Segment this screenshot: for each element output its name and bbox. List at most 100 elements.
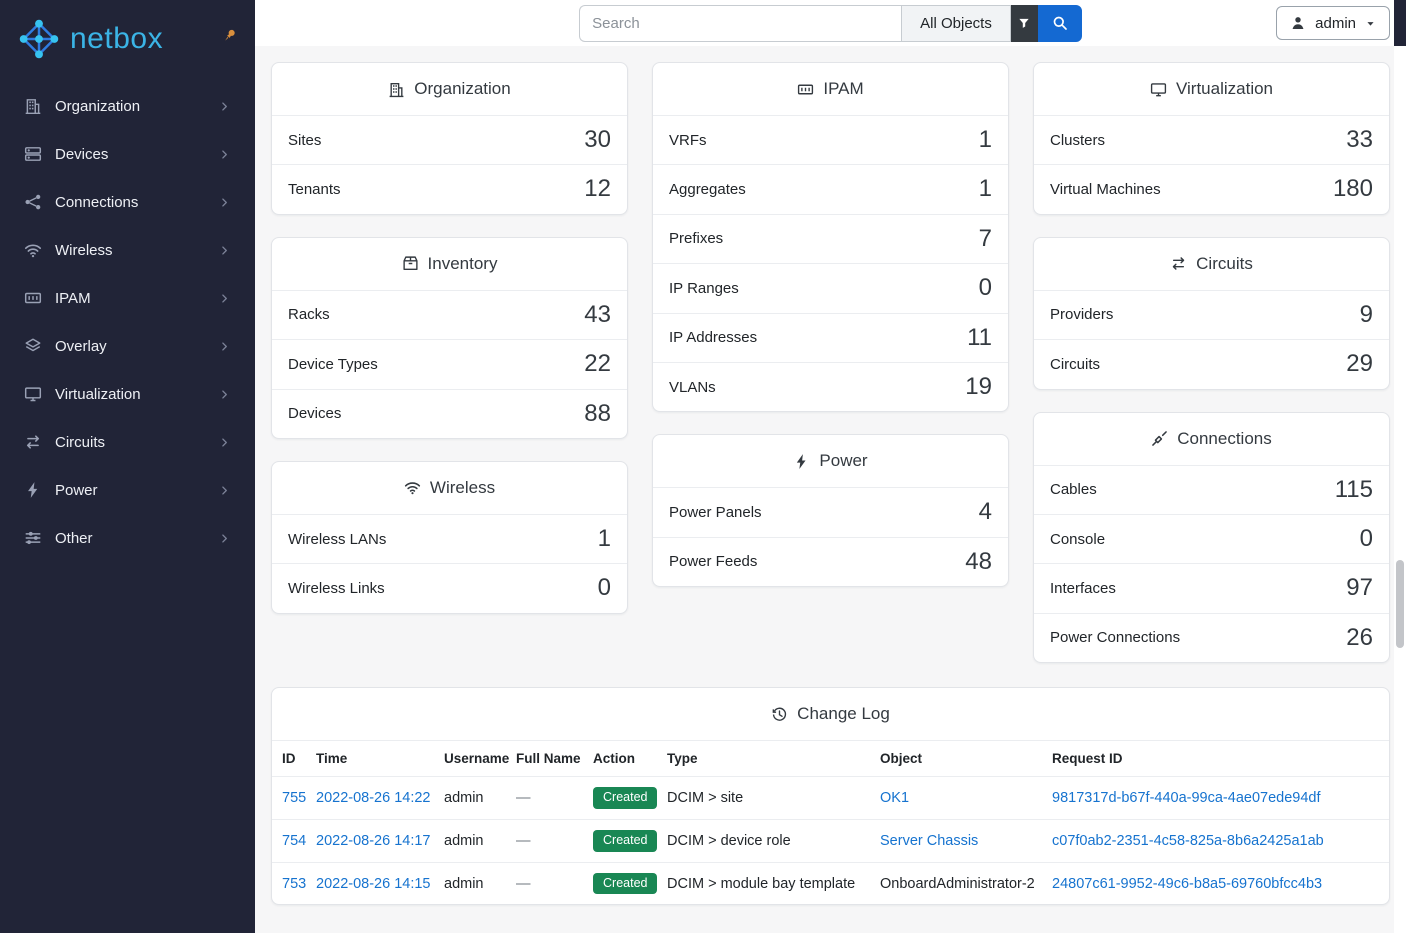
sidebar-item-wireless[interactable]: Wireless <box>12 228 243 272</box>
sidebar-item-connections[interactable]: Connections <box>12 180 243 224</box>
changelog-row: 754 2022-08-26 14:17 admin — Created DCIM > d… <box>272 818 1389 863</box>
monitor-icon <box>1150 81 1167 98</box>
card-title-text: Virtualization <box>1175 79 1274 98</box>
card-title: Connections <box>1034 413 1389 465</box>
sidebar-pin-button[interactable] <box>218 24 241 50</box>
cell-action: Created <box>583 818 657 863</box>
cell-object: Server Chassis <box>870 818 1042 863</box>
stat-value: 48 <box>965 547 992 575</box>
stat-link-cables[interactable]: Cables <box>1050 481 1097 499</box>
content: Organization Sites 30 Tenants 12 Inventory Rac… <box>255 46 1406 933</box>
stat-link-vrfs[interactable]: VRFs <box>669 131 707 149</box>
cell-username: admin <box>434 776 506 820</box>
scrollbar-thumb[interactable] <box>1396 560 1404 648</box>
sidebar-item-power[interactable]: Power <box>12 468 243 512</box>
changelog-id-link[interactable]: 755 <box>282 790 306 806</box>
stat-link-vlans[interactable]: VLANs <box>669 378 716 396</box>
stat-link-power-feeds[interactable]: Power Feeds <box>669 553 758 571</box>
stat-link-ip-addresses[interactable]: IP Addresses <box>669 329 758 347</box>
object-link[interactable]: OK1 <box>880 790 910 806</box>
card-title-text: Wireless <box>429 477 496 497</box>
cell-username: admin <box>434 818 506 863</box>
stat-link-racks[interactable]: Racks <box>288 306 330 324</box>
stat-link-power-panels[interactable]: Power Panels <box>669 504 762 522</box>
stat-link-ip-ranges[interactable]: IP Ranges <box>669 279 739 297</box>
counter-icon <box>797 81 814 98</box>
bolt-icon <box>24 481 42 499</box>
building-icon <box>24 97 42 115</box>
stat-value: 1 <box>597 524 611 552</box>
filter-icon <box>1018 17 1030 29</box>
stat-value: 9 <box>1359 300 1373 328</box>
stat-link-sites[interactable]: Sites <box>288 131 322 149</box>
action-badge: Created <box>593 872 657 895</box>
sidebar-item-devices[interactable]: Devices <box>12 132 243 176</box>
stat-link-clusters[interactable]: Clusters <box>1050 131 1106 149</box>
stat-link-prefixes[interactable]: Prefixes <box>669 230 724 248</box>
counter-icon <box>24 289 42 307</box>
cell-object: OK1 <box>870 776 1042 820</box>
object-link[interactable]: Server Chassis <box>880 832 979 849</box>
user-menu-button[interactable]: admin <box>1276 6 1390 40</box>
card-title-text: Inventory <box>427 253 498 273</box>
sidebar-item-overlay[interactable]: Overlay <box>12 324 243 368</box>
building-icon <box>388 81 405 98</box>
stat-link-wireless-links[interactable]: Wireless Links <box>288 580 385 598</box>
sidebar-item-virtualization[interactable]: Virtualization <box>12 372 243 416</box>
sidebar-item-circuits[interactable]: Circuits <box>12 420 243 464</box>
sidebar-item-label: Power <box>55 481 98 499</box>
request-id-link[interactable]: 9817317d-b67f-440a-99ca-4ae07ede94df <box>1052 790 1321 806</box>
stat-row-interfaces: Interfaces 97 <box>1034 563 1389 612</box>
sidebar-item-other[interactable]: Other <box>12 516 243 560</box>
changelog-time-link[interactable]: 2022-08-26 14:15 <box>316 875 431 892</box>
stat-row-power-feeds: Power Feeds 48 <box>653 536 1008 586</box>
sidebar-item-organization[interactable]: Organization <box>12 84 243 128</box>
changelog-header-row: ID Time Username Full Name Action Type Object R… <box>272 740 1389 777</box>
stat-row-wireless-lans: Wireless LANs 1 <box>272 513 627 563</box>
search-input[interactable] <box>579 4 902 42</box>
cell-full-name: — <box>506 861 583 905</box>
stat-link-wireless-lans[interactable]: Wireless LANs <box>288 530 387 548</box>
request-id-link[interactable]: 24807c61-9952-49c6-b8a5-69760bfcc4b3 <box>1052 875 1323 892</box>
changelog-id-link[interactable]: 754 <box>282 832 306 849</box>
request-id-link[interactable]: c07f0ab2-2351-4c58-825a-8b6a2425a1ab <box>1052 832 1324 849</box>
stat-link-device-types[interactable]: Device Types <box>288 355 378 373</box>
changelog-id-link[interactable]: 753 <box>282 875 306 892</box>
username-label: admin <box>1315 14 1356 32</box>
stat-link-power-connections[interactable]: Power Connections <box>1050 629 1181 647</box>
stat-link-aggregates[interactable]: Aggregates <box>669 181 746 199</box>
chevron-right-icon <box>218 196 231 209</box>
stat-value: 1 <box>978 175 992 203</box>
changelog-time-link[interactable]: 2022-08-26 14:17 <box>316 832 431 849</box>
chevron-right-icon <box>218 436 231 449</box>
filter-button[interactable] <box>1010 4 1038 42</box>
stat-link-tenants[interactable]: Tenants <box>288 181 341 199</box>
sidebar-item-label: Organization <box>55 97 141 115</box>
stat-link-console[interactable]: Console <box>1050 530 1106 548</box>
stat-link-virtual-machines[interactable]: Virtual Machines <box>1050 181 1161 199</box>
stat-value: 0 <box>1359 524 1373 552</box>
stat-row-racks: Racks 43 <box>272 289 627 339</box>
stat-value: 97 <box>1346 574 1373 602</box>
sidebar-item-label: IPAM <box>55 289 91 307</box>
card-title-text: Organization <box>414 79 511 98</box>
sidebar-nav: Organization Devices Connections Wireless IP… <box>0 82 255 562</box>
search-button[interactable] <box>1037 4 1082 42</box>
chevron-right-icon <box>218 340 231 353</box>
chevron-right-icon <box>218 388 231 401</box>
stat-link-devices[interactable]: Devices <box>288 405 342 423</box>
sidebar-item-ipam[interactable]: IPAM <box>12 276 243 320</box>
card-title-text: IPAM <box>823 79 864 98</box>
card-title: Circuits <box>1034 238 1389 290</box>
server-icon <box>24 145 42 163</box>
stat-link-circuits[interactable]: Circuits <box>1050 355 1101 373</box>
changelog-time-link[interactable]: 2022-08-26 14:22 <box>316 790 431 806</box>
stat-link-providers[interactable]: Providers <box>1050 306 1114 324</box>
cell-time: 2022-08-26 14:15 <box>306 861 434 905</box>
stat-link-interfaces[interactable]: Interfaces <box>1050 580 1116 598</box>
object-type-dropdown[interactable]: All Objects <box>901 4 1011 42</box>
column-header-time: Time <box>306 740 434 777</box>
card-ipam: IPAM VRFs 1 Aggregates 1 Prefixes 7 IP Ranges 0 I… <box>652 62 1009 413</box>
netbox-logo[interactable]: netbox <box>16 16 163 62</box>
